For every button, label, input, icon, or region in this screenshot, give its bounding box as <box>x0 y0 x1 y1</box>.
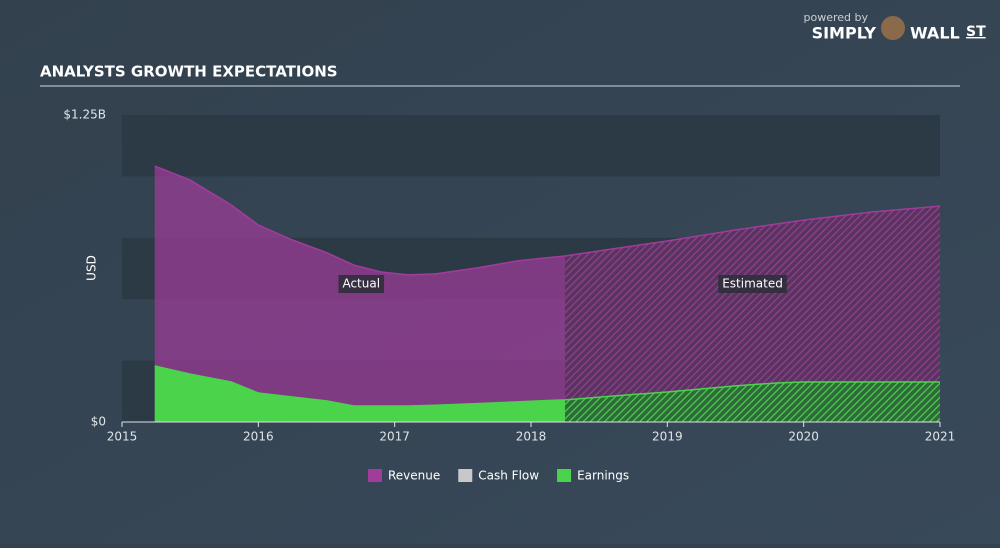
brand-st: ST <box>966 24 986 40</box>
brand-simply: SIMPLY <box>812 24 877 43</box>
x-tick-label: 2020 <box>788 430 819 444</box>
area-estimated <box>565 206 940 422</box>
area-line <box>154 165 941 276</box>
brand-logo <box>881 16 905 40</box>
x-tick-label: 2019 <box>652 430 683 444</box>
band <box>122 115 940 177</box>
x-tick-label: 2016 <box>243 430 274 444</box>
legend-label: Revenue <box>388 469 440 483</box>
legend-swatch <box>458 469 473 482</box>
x-tick-label: 2018 <box>516 430 547 444</box>
area-estimated <box>565 381 940 422</box>
legend-swatch <box>368 469 382 482</box>
legend-label: Earnings <box>577 469 629 483</box>
plot: $0 $1.25B Actual Estimated 2015 2016 2017 2018 2… <box>63 108 955 483</box>
annotation-box <box>338 275 385 293</box>
annotation-box <box>718 275 787 293</box>
x-tick-label: 2017 <box>379 430 410 444</box>
annotation-label: Estimated <box>722 277 783 291</box>
chart-title: ANALYSTS GROWTH EXPECTATIONS <box>40 63 338 81</box>
annotation: Actual <box>338 275 385 293</box>
legend-label: Cash Flow <box>478 469 539 483</box>
annotation: Estimated <box>718 275 787 293</box>
y-tick-label: $1.25B <box>63 108 106 122</box>
y-tick-label: $0 <box>91 415 106 429</box>
x-tick-label: 2021 <box>925 430 956 444</box>
powered-by: powered by <box>804 11 869 24</box>
x-tick-label: 2015 <box>107 430 138 444</box>
brand-wall: WALL <box>910 24 960 43</box>
legend-swatch <box>557 469 572 482</box>
annotation-label: Actual <box>342 277 380 291</box>
area-actual <box>154 366 566 422</box>
area-actual <box>154 166 566 422</box>
y-axis-label: USD <box>85 255 99 281</box>
area-line <box>154 365 940 407</box>
